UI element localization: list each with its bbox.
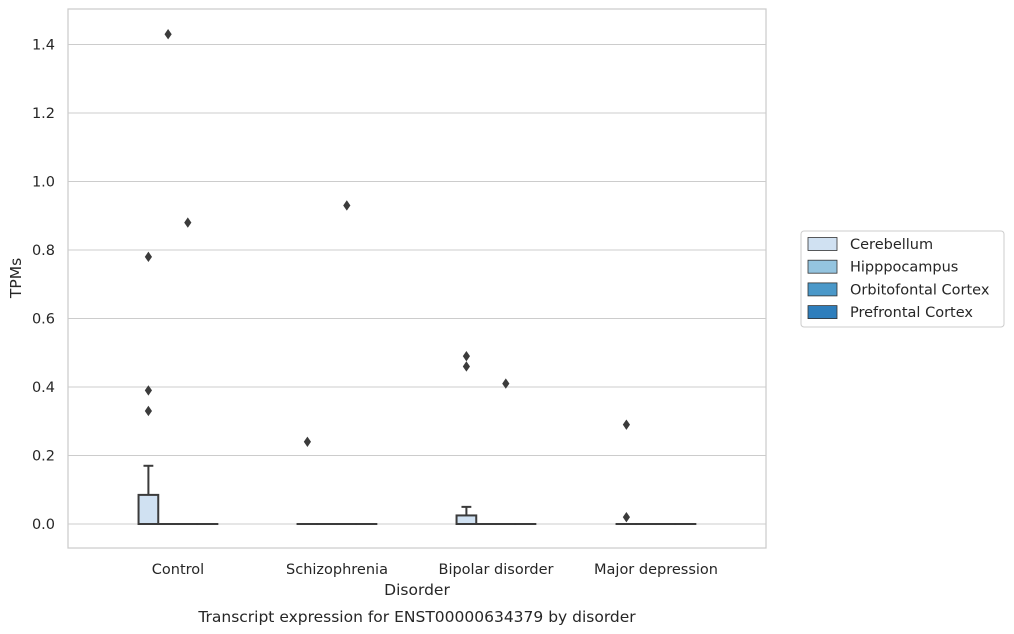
box	[137, 493, 160, 526]
legend: Cerebellum Hipppocampus Orbitofontal Corte…	[800, 230, 1005, 328]
x-tick-label: Major depression	[594, 562, 718, 578]
plot-area	[68, 9, 766, 548]
outlier-point	[303, 436, 311, 447]
plot-frame	[67, 8, 767, 549]
y-axis-title: TPMs	[7, 258, 25, 299]
y-tick-label: 0.4	[32, 380, 55, 396]
outlier-point	[622, 419, 630, 430]
legend-swatch	[807, 305, 838, 320]
legend-frame	[800, 230, 1005, 328]
outlier-point	[144, 385, 152, 396]
x-axis-ticks: Control Schizophrenia Bipolar disorder Majo…	[152, 562, 718, 578]
y-axis-ticks: 0.0 0.2 0.4 0.6 0.8 1.0 1.2 1.4	[32, 38, 55, 534]
outlier-point	[462, 361, 470, 372]
y-tick-label: 0.6	[32, 312, 55, 328]
y-tick-label: 1.4	[32, 38, 55, 54]
legend-swatch	[807, 237, 838, 251]
x-axis-title: Disorder	[384, 581, 450, 599]
legend-label: Orbitofontal Cortex	[850, 282, 990, 298]
y-tick-label: 0.0	[32, 517, 55, 533]
y-tick-label: 1.2	[32, 106, 55, 122]
outlier-point	[343, 200, 351, 211]
outlier-point	[462, 350, 470, 362]
outlier-point	[164, 29, 172, 40]
x-tick-label: Schizophrenia	[286, 562, 388, 578]
x-tick-label: Control	[152, 562, 204, 578]
outlier-point	[144, 251, 152, 263]
y-tick-label: 0.2	[32, 449, 55, 465]
outlier-point	[184, 217, 192, 228]
outlier-point	[622, 511, 630, 523]
box-series-group	[137, 29, 697, 526]
legend-label: Prefrontal Cortex	[850, 305, 973, 321]
legend-swatch	[807, 282, 838, 297]
box	[455, 514, 478, 525]
x-tick-label: Bipolar disorder	[439, 562, 554, 578]
legend-label: Cerebellum	[850, 237, 933, 253]
y-tick-label: 0.8	[32, 243, 55, 259]
y-tick-label: 1.0	[32, 175, 55, 191]
legend-swatch	[807, 259, 838, 274]
outlier-point	[502, 378, 510, 389]
outlier-point	[144, 405, 152, 417]
chart-caption: Transcript expression for ENST0000063437…	[197, 608, 636, 626]
legend-label: Hipppocampus	[850, 260, 958, 276]
